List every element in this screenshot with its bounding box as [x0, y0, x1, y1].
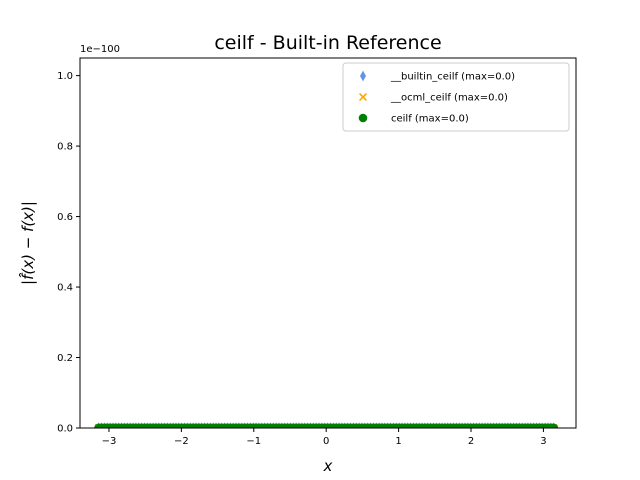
legend-box [342, 62, 570, 132]
chart-title: ceilf - Built-in Reference [214, 32, 441, 54]
data-point [549, 423, 559, 428]
x-tick-label: 2 [468, 436, 474, 447]
legend-label: __builtin_ceilf (max=0.0) [390, 72, 515, 83]
y-tick-label: 0.4 [57, 283, 73, 294]
x-tick-label: 0 [323, 436, 329, 447]
y-axis-label: |f̂(x) − f(x)| [18, 201, 37, 285]
legend: __builtin_ceilf (max=0.0) __ocml_ceilf (m… [342, 62, 570, 132]
legend-label: ceilf (max=0.0) [391, 114, 469, 125]
x-axis: −3 −2 −1 0 1 2 3 [102, 428, 547, 447]
y-tick-label: 0.8 [57, 142, 73, 153]
series-2 [94, 423, 559, 428]
x-tick-label: −2 [174, 436, 189, 447]
y-tick-label: 0.0 [57, 424, 73, 435]
x-axis-label: x [323, 457, 333, 475]
legend-label: __ocml_ceilf (max=0.0) [390, 93, 508, 104]
x-tick-label: −3 [102, 436, 117, 447]
y-tick-label: 1.0 [57, 71, 73, 82]
y-tick-label: 0.2 [57, 353, 73, 364]
legend-marker-diamond [359, 70, 367, 82]
y-tick-label: 0.6 [57, 212, 73, 223]
x-tick-label: −1 [246, 436, 261, 447]
x-tick-label: 3 [540, 436, 546, 447]
plot-frame [79, 57, 577, 429]
x-tick-label: 1 [395, 436, 401, 447]
legend-marker-circle [358, 113, 368, 123]
y-offset-label: 1e−100 [80, 44, 120, 55]
legend-marker-x [358, 92, 368, 102]
data-points [94, 422, 559, 428]
y-axis: 0.0 0.2 0.4 0.6 0.8 1.0 [57, 71, 80, 435]
